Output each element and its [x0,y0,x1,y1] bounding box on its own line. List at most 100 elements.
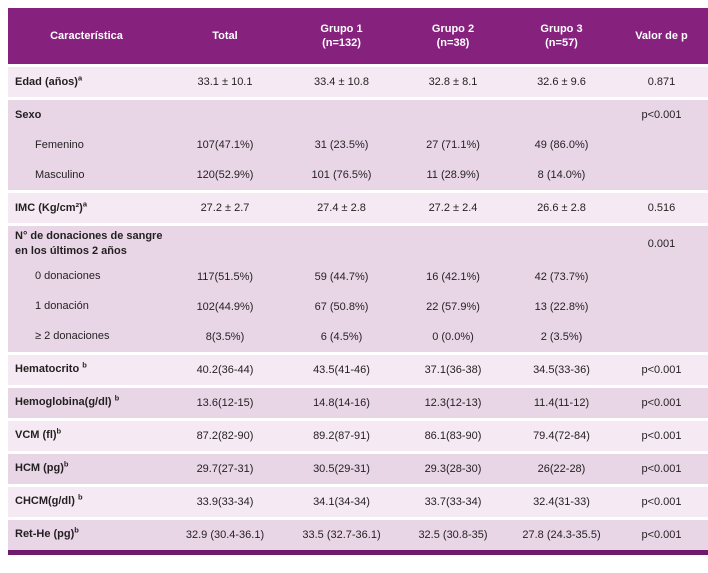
value-cell: 31 (23.5%) [314,139,369,151]
row-label: CHCM(g/dl) b [15,492,83,508]
footnote-marker: b [82,360,87,370]
header-sublabel: (n=38) [436,37,470,49]
value-cell: 27 (71.1%) [426,139,480,151]
value-cell: 33.7(33-34) [424,495,482,508]
p-value-cell [615,130,708,160]
value-cell: 30.5(29-31) [313,462,370,475]
header-label: Grupo 1 [320,22,363,35]
header-cell-total: Total [165,8,285,64]
header-cell-grupo-3: Grupo 3 (n=57) [508,8,615,64]
value-cell: 32.8 ± 8.1 [428,76,478,88]
value-cell: 29.3(28-30) [424,462,482,475]
row-label: ≥ 2 donaciones [35,330,110,343]
value-cell: 42 (73.7%) [534,270,589,283]
value-cell: 32.9 (30.4-36.1) [185,528,265,541]
value-cell: 101 (76.5%) [311,169,372,181]
footnote-marker: b [74,525,79,535]
row-label: HCM (pg)b [15,459,69,475]
header-label: Característica [50,29,123,42]
header-cell-valor-de-p: Valor de p [615,8,708,64]
characteristics-table: Característica Total Grupo 1 (n=132) Gru… [8,8,708,555]
footnote-marker: a [77,72,83,82]
value-cell: 33.5 (32.7-36.1) [302,528,381,541]
table-row: N° de donaciones de sangre en los último… [8,226,708,262]
value-cell: 13 (22.8%) [534,300,589,313]
value-cell: 59 (44.7%) [314,270,369,283]
header-label: Grupo 2 [431,22,475,35]
value-cell: 32.6 ± 9.6 [537,76,586,88]
header-cell-caracteristica: Característica [8,8,165,64]
table-row: Hemoglobina(g/dl) b 13.6(12-15) 14.8(14-16… [8,387,708,418]
p-value-cell: 0.871 [647,76,676,88]
header-label: Total [212,29,238,42]
footnote-marker: b [77,492,83,502]
table-row: 1 donación 102(44.9%) 67 (50.8%) 22 (57.9%)… [8,291,708,322]
value-cell: 107(47.1%) [196,139,254,151]
value-cell: 0 (0.0%) [432,330,474,343]
value-cell: 2 (3.5%) [540,330,583,343]
p-value-cell [615,262,708,292]
row-label: IMC (Kg/cm²)a [15,198,87,214]
value-cell: 27.2 ± 2.7 [200,202,250,214]
header-sublabel: (n=57) [545,37,578,49]
p-value-cell: p<0.001 [641,396,682,409]
value-cell: 22 (57.9%) [426,300,480,313]
table-row: Masculino 120(52.9%) 101 (76.5%) 11 (28.9%)… [8,160,708,190]
table-row: Edad (años)a 33.1 ± 10.1 33.4 ± 10.8 32.8 ±… [8,67,708,97]
row-label: Hemoglobina(g/dl) b [15,393,120,409]
table-bottom-border [8,549,708,555]
table-row: Hematocrito b 40.2(36-44) 43.5(41-46) 37.1(… [8,354,708,385]
row-label: Masculino [35,168,85,181]
value-cell: 87.2(82-90) [196,429,254,442]
header-label: Grupo 3 [540,22,583,35]
p-value-cell: p<0.001 [641,462,682,475]
header-cell-grupo-2: Grupo 2 (n=38) [398,8,508,64]
table-row: HCM (pg)b 29.7(27-31) 30.5(29-31) 29.3(28-3… [8,453,708,484]
row-label: Femenino [35,138,84,151]
value-cell: 120(52.9%) [196,169,254,181]
value-cell: 34.1(34-34) [313,495,370,508]
p-value-cell: 0.001 [647,237,676,250]
value-cell: 117(51.5%) [196,270,254,283]
header-cell-grupo-1: Grupo 1 (n=132) [285,8,398,64]
value-cell: 27.4 ± 2.8 [317,202,366,214]
value-cell: 12.3(12-13) [424,396,482,409]
value-cell: 33.1 ± 10.1 [197,76,253,88]
value-cell: 33.9(33-34) [196,495,254,508]
value-cell: 13.6(12-15) [196,396,254,409]
table-row: Ret-He (pg)b 32.9 (30.4-36.1) 33.5 (32.7-3… [8,519,708,550]
value-cell: 86.1(83-90) [424,429,482,442]
header-label: Valor de p [635,29,688,42]
table-row: CHCM(g/dl) b 33.9(33-34) 34.1(34-34) 33.7(3… [8,486,708,517]
row-label: 0 donaciones [35,270,101,283]
value-cell: 29.7(27-31) [196,462,254,475]
table-row: IMC (Kg/cm²)a 27.2 ± 2.7 27.4 ± 2.8 27.2 ± … [8,193,708,223]
p-value-cell: p<0.001 [641,109,682,121]
value-cell: 26.6 ± 2.8 [537,202,586,214]
value-cell: 27.8 (24.3-35.5) [522,528,601,541]
value-cell: 89.2(87-91) [313,429,370,442]
p-value-cell: 0.516 [647,202,676,214]
table-header-row: Característica Total Grupo 1 (n=132) Gru… [8,8,708,64]
value-cell [398,100,508,130]
value-cell: 34.5(33-36) [533,363,590,376]
value-cell: 11 (28.9%) [426,169,480,181]
value-cell: 27.2 ± 2.4 [428,202,478,214]
value-cell: 16 (42.1%) [426,270,480,283]
value-cell: 26(22-28) [537,462,586,475]
table-row: Sexo p<0.001 [8,100,708,130]
value-cell: 33.4 ± 10.8 [314,76,369,88]
value-cell: 79.4(72-84) [533,429,590,442]
row-label: Edad (años)a [15,72,83,88]
value-cell: 49 (86.0%) [534,139,589,151]
value-cell: 40.2(36-44) [196,363,254,376]
footnote-marker: b [63,459,69,469]
row-label: 1 donación [35,300,89,313]
value-cell: 37.1(36-38) [424,363,482,376]
footnote-marker: a [82,198,87,208]
value-cell [165,226,285,262]
value-cell [285,100,398,130]
p-value-cell: p<0.001 [641,363,682,376]
footnote-marker: b [56,426,62,436]
table-row: Femenino 107(47.1%) 31 (23.5%) 27 (71.1%) 49… [8,130,708,160]
